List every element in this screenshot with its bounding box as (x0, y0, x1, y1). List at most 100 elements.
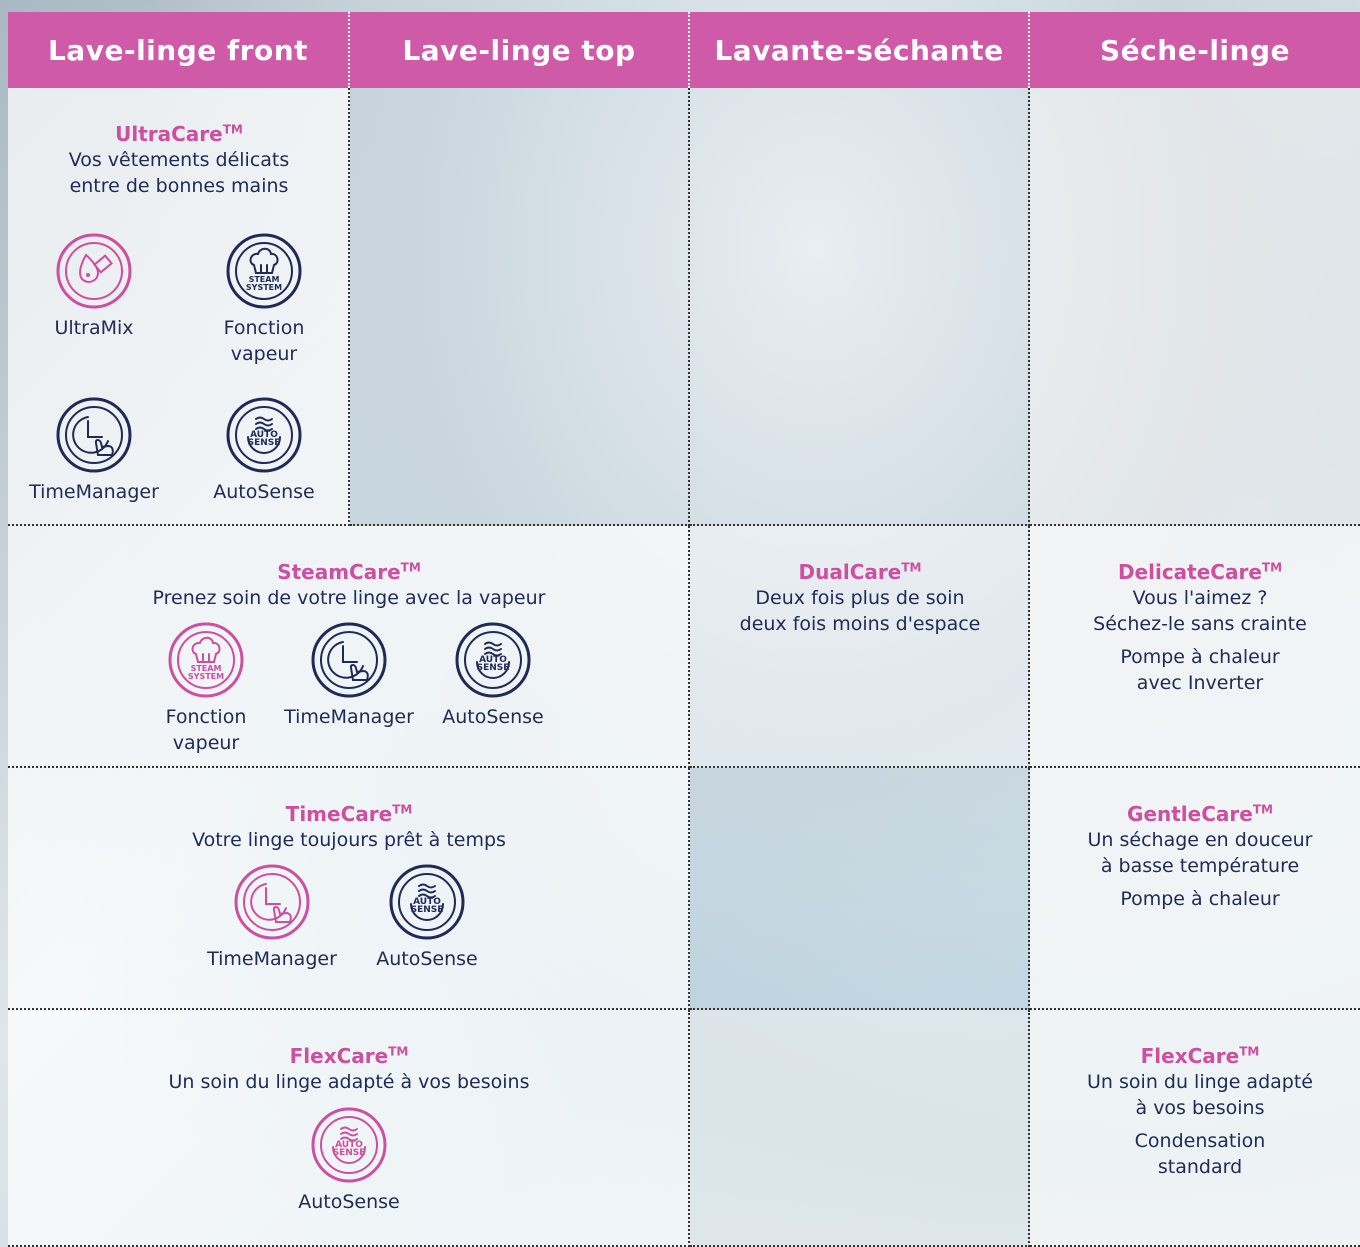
icon-shape (235, 406, 293, 464)
title-text: UltraCare (115, 122, 223, 146)
empty-cell (1030, 88, 1360, 526)
cell-subtitle: Un soin du linge adapté à vos besoins (168, 1071, 530, 1093)
cell-note: standard (1157, 1156, 1243, 1178)
cell-note: Pompe à chaleur (1120, 888, 1280, 910)
title-text: SteamCare (277, 560, 401, 584)
icon-shape (93, 254, 113, 274)
title-text: DualCare (798, 560, 902, 584)
cell-title: DelicateCareTM (1118, 560, 1282, 584)
icon-shape (255, 416, 273, 432)
empty-cell (350, 88, 690, 526)
icon-text: SENSE (411, 905, 444, 915)
cell-title: FlexCareTM (290, 1044, 409, 1068)
feature-label: Fonction (165, 706, 247, 728)
icon-shape (398, 873, 456, 931)
icon-text: AUTO (250, 430, 278, 440)
empty-cell (690, 768, 1030, 1010)
feature-cell (1030, 1010, 1360, 1247)
cell-title: FlexCareTM (1141, 1044, 1260, 1068)
cell-subtitle: Prenez soin de votre linge avec la vapeu… (152, 587, 546, 609)
icon-shape (191, 636, 221, 663)
icon-shape (327, 641, 364, 679)
icon-shape (260, 264, 268, 274)
icon-text: AUTO (413, 897, 441, 907)
feature-label: TimeManager (207, 948, 337, 970)
icon-shape (65, 406, 123, 464)
icon-shape (247, 436, 281, 454)
feature-label: AutoSense (298, 1191, 400, 1213)
feature-label: vapeur (230, 343, 298, 365)
column-header: Lave-linge top (350, 12, 690, 88)
feature-cell (8, 768, 690, 1010)
icon-shape (177, 631, 235, 689)
cell-note: avec Inverter (1136, 672, 1264, 694)
icon-shape (320, 1116, 378, 1174)
icon-text: SENSE (248, 438, 281, 448)
feature-cell (8, 526, 690, 768)
trademark: TM (388, 1044, 409, 1059)
trademark: TM (222, 122, 243, 137)
cell-title: DualCareTM (799, 560, 922, 584)
icon-shape (418, 883, 436, 899)
cell-subtitle: Un séchage en douceur (1087, 829, 1313, 851)
icon-text: SYSTEM (188, 672, 224, 681)
icon-shape (250, 883, 287, 921)
cell-note: Pompe à chaleur (1120, 646, 1280, 668)
feature-label: TimeManager (284, 706, 414, 728)
icon-shape (168, 622, 244, 698)
icon-text: AUTO (479, 655, 507, 665)
icon-shape (455, 622, 531, 698)
icon-shape (332, 1146, 366, 1164)
trademark: TM (1239, 1044, 1260, 1059)
cell-subtitle: entre de bonnes mains (69, 175, 289, 197)
icon-text: SYSTEM (246, 283, 282, 292)
cell-title: UltraCareTM (115, 122, 243, 146)
icon-shape (484, 641, 502, 657)
icon-shape (320, 631, 378, 689)
icon-shape (311, 1107, 387, 1183)
icon-shape (272, 906, 292, 923)
feature-label: vapeur (172, 732, 240, 754)
icon-shape (94, 439, 114, 456)
cell-subtitle: Vous l'aimez ? (1132, 587, 1268, 609)
feature-icon (311, 622, 387, 698)
cell-subtitle: deux fois moins d'espace (739, 613, 981, 635)
icon-shape (235, 242, 293, 300)
title-text: FlexCare (1140, 1044, 1240, 1068)
icon-shape (389, 864, 465, 940)
feature-label: TimeManager (29, 481, 159, 503)
cell-subtitle: Deux fois plus de soin (755, 587, 965, 609)
trademark: TM (1252, 802, 1273, 817)
light-panel (690, 1010, 1030, 1247)
trademark: TM (901, 560, 922, 575)
icon-shape (311, 622, 387, 698)
cell-subtitle: Séchez-le sans crainte (1093, 613, 1307, 635)
feature-label: AutoSense (376, 948, 478, 970)
icon-shape (476, 661, 510, 679)
title-text: GentleCare (1127, 802, 1253, 826)
title-text: DelicateCare (1117, 560, 1262, 584)
icon-shape (72, 416, 109, 454)
title-text: TimeCare (285, 802, 393, 826)
column-header: Lavante-séchante (690, 12, 1030, 88)
trademark: TM (1261, 560, 1283, 575)
cell-subtitle: à vos besoins (1135, 1097, 1265, 1119)
feature-label: Fonction (223, 317, 305, 339)
icon-shape (349, 664, 369, 681)
column-header: Lave-linge front (8, 12, 350, 88)
cell-note: Condensation (1134, 1130, 1266, 1152)
trademark: TM (392, 802, 413, 817)
icon-shape (243, 873, 301, 931)
cell-subtitle: à basse température (1100, 855, 1300, 877)
feature-cell (1030, 768, 1360, 1010)
icon-shape (226, 233, 302, 309)
icon-shape (342, 645, 358, 663)
column-header: Séche-linge (1030, 12, 1360, 88)
